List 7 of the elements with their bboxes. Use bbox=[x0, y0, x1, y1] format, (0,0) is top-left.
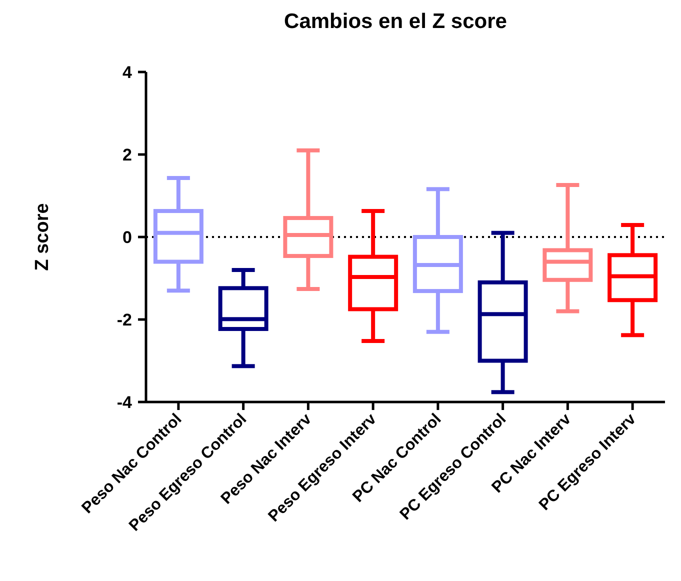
y-axis-title: Z score bbox=[32, 203, 53, 271]
y-tick-label: -4 bbox=[116, 392, 133, 412]
chart-title: Cambios en el Z score bbox=[284, 10, 507, 33]
y-tick-label: 0 bbox=[122, 228, 132, 247]
y-tick-label: -2 bbox=[116, 310, 132, 330]
y-tick-label: 2 bbox=[122, 145, 132, 164]
y-tick-label: 4 bbox=[122, 62, 133, 82]
